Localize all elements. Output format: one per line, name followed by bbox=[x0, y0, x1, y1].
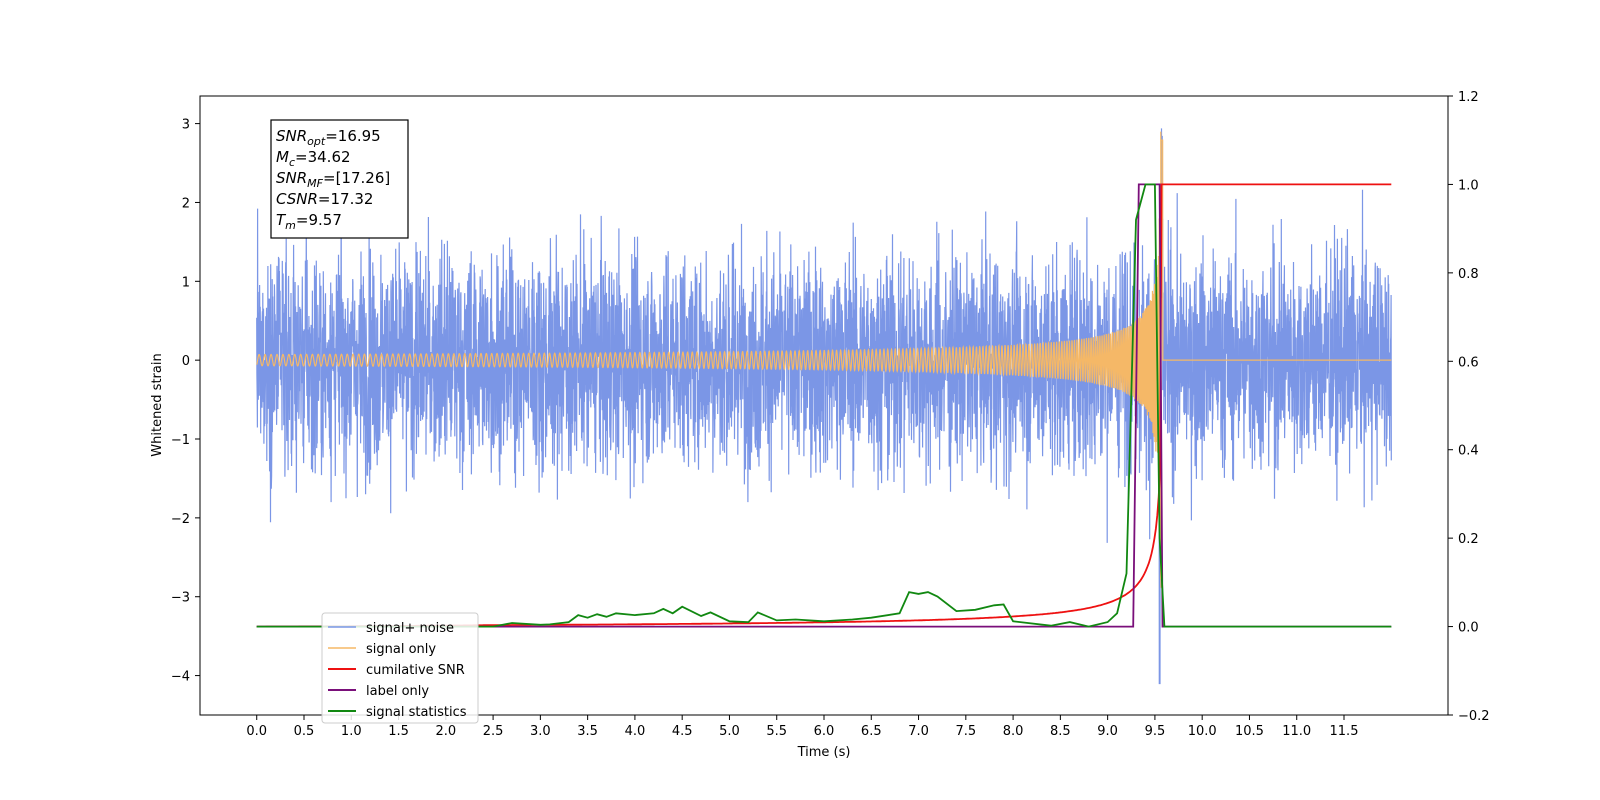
y-right-tick-label: 1.0 bbox=[1458, 178, 1479, 193]
y-right-tick-label: 0.6 bbox=[1458, 355, 1479, 370]
x-tick-label: 2.5 bbox=[483, 724, 504, 739]
legend: signal+ noise signal only cumilative SNR la… bbox=[321, 612, 479, 724]
x-tick-label: 4.5 bbox=[672, 724, 693, 739]
x-tick-label: 10.0 bbox=[1188, 724, 1217, 739]
y-left-tick-label: −1 bbox=[171, 433, 190, 448]
stat-line: SNRMF=[17.26] bbox=[276, 169, 390, 190]
x-tick-label: 7.0 bbox=[908, 724, 929, 739]
x-tick-label: 1.0 bbox=[341, 724, 362, 739]
x-tick-label: 4.0 bbox=[625, 724, 646, 739]
y-axis-label: Whitened strain bbox=[150, 353, 165, 456]
x-tick-label: 6.5 bbox=[861, 724, 882, 739]
y-right-tick-label: 0.2 bbox=[1458, 532, 1479, 547]
y-left-tick-label: 2 bbox=[182, 196, 190, 211]
x-tick-label: 11.0 bbox=[1282, 724, 1311, 739]
y-left-tick-label: −2 bbox=[171, 512, 190, 527]
y-left-tick-label: 0 bbox=[182, 354, 190, 369]
legend-label: label only bbox=[366, 684, 429, 699]
x-tick-label: 7.5 bbox=[955, 724, 976, 739]
x-tick-label: 8.0 bbox=[1003, 724, 1024, 739]
series-signal-plus-noise bbox=[256, 128, 1392, 685]
y-right-tick-label: 1.2 bbox=[1458, 90, 1479, 105]
x-tick-label: 3.5 bbox=[577, 724, 598, 739]
legend-label: signal+ noise bbox=[366, 621, 454, 636]
y-right-tick-label: 0.0 bbox=[1458, 621, 1479, 636]
stat-line: Tm=9.57 bbox=[276, 211, 342, 232]
legend-label: signal statistics bbox=[366, 705, 467, 720]
y-right-tick-label: −0.2 bbox=[1458, 709, 1490, 724]
x-tick-label: 11.5 bbox=[1330, 724, 1359, 739]
stat-line: Mc=34.62 bbox=[276, 148, 351, 169]
y-left-tick-label: 3 bbox=[182, 118, 190, 133]
series-signal-only bbox=[256, 131, 1392, 588]
x-tick-label: 1.5 bbox=[388, 724, 409, 739]
y-right-tick-label: 0.4 bbox=[1458, 444, 1479, 459]
x-tick-label: 6.0 bbox=[814, 724, 835, 739]
y-right-axis-ticks: 1.2 1.0 0.8 0.6 0.4 0.2 0.0 −0.2 bbox=[1448, 90, 1490, 724]
stat-line: SNRopt=16.95 bbox=[276, 127, 381, 148]
x-tick-label: 5.5 bbox=[766, 724, 787, 739]
y-left-axis-ticks: 3 2 1 0 −1 −2 −3 −4 bbox=[171, 118, 200, 685]
y-left-tick-label: −3 bbox=[171, 591, 190, 606]
y-right-tick-label: 0.8 bbox=[1458, 267, 1479, 282]
x-axis-ticks: 0.0 0.5 1.0 1.5 2.0 2.5 3.0 3.5 4.0 4.5 5.0 5.5 6.0 6… bbox=[246, 715, 1358, 739]
x-tick-label: 2.0 bbox=[435, 724, 456, 739]
x-tick-label: 8.5 bbox=[1050, 724, 1071, 739]
x-tick-label: 5.0 bbox=[719, 724, 740, 739]
x-tick-label: 10.5 bbox=[1235, 724, 1264, 739]
series-signal-statistics bbox=[256, 183, 1392, 628]
x-tick-label: 0.0 bbox=[246, 724, 267, 739]
y-left-tick-label: −4 bbox=[171, 670, 190, 685]
stat-line: CSNR=17.32 bbox=[276, 190, 373, 208]
y-left-tick-label: 1 bbox=[182, 275, 190, 290]
x-tick-label: 9.5 bbox=[1145, 724, 1166, 739]
legend-label: cumilative SNR bbox=[366, 663, 465, 678]
x-tick-label: 3.0 bbox=[530, 724, 551, 739]
x-tick-label: 9.0 bbox=[1097, 724, 1118, 739]
stats-box: SNRopt=16.95Mc=34.62SNRMF=[17.26]CSNR=17… bbox=[270, 119, 409, 239]
x-tick-label: 0.5 bbox=[294, 724, 315, 739]
x-axis-label: Time (s) bbox=[797, 745, 851, 760]
legend-label: signal only bbox=[366, 642, 436, 657]
